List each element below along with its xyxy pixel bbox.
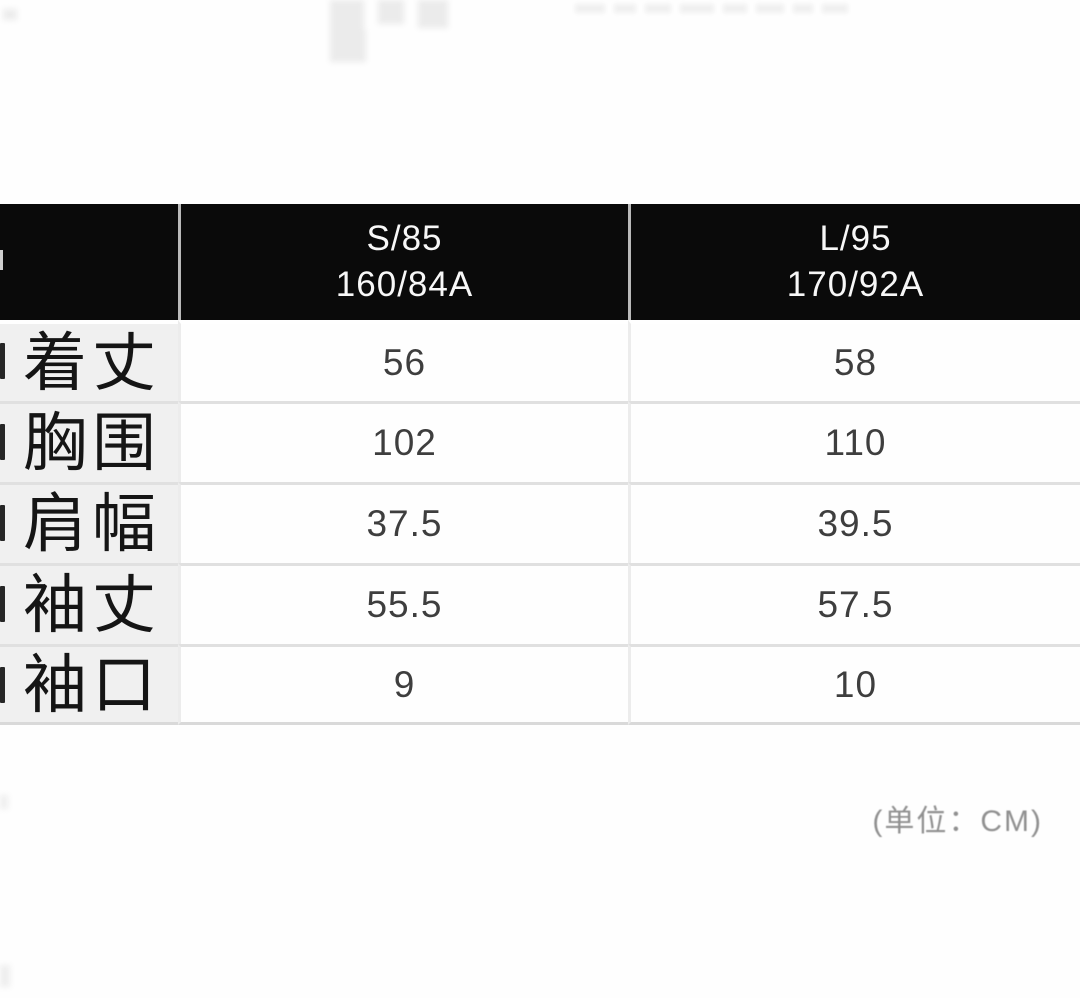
unit-note: (单位：CM) xyxy=(872,805,1043,838)
value-sleeve-length-s: 55.5 xyxy=(178,563,628,644)
cropped-glyph-sliver-header xyxy=(0,250,3,270)
size-spec-s: 160/84A xyxy=(335,265,474,304)
size-table-header-corner xyxy=(0,204,178,320)
cropped-glyph-sliver-row5 xyxy=(0,667,5,703)
row-label-sleeve-length: 袖丈 xyxy=(0,563,178,644)
size-table-header-s: S/85 160/84A xyxy=(178,204,628,320)
size-table: S/85 160/84A L/95 170/92A 着丈 56 58 胸围 10… xyxy=(0,204,1080,725)
value-bust-s: 102 xyxy=(178,401,628,482)
size-table-header-l: L/95 170/92A xyxy=(628,204,1080,320)
cropped-glyph-sliver-row2 xyxy=(0,424,5,460)
faded-watermark-line xyxy=(575,4,895,16)
value-cuff-l: 10 xyxy=(628,644,1080,725)
cropped-glyph-sliver-row1 xyxy=(0,343,5,379)
size-label-l: L/95 xyxy=(819,219,892,258)
value-bust-l: 110 xyxy=(628,401,1080,482)
faded-mark-bottom-left-2 xyxy=(0,965,10,987)
value-shoulder-width-s: 37.5 xyxy=(178,482,628,563)
row-label-cuff: 袖口 xyxy=(0,644,178,725)
size-spec-l: 170/92A xyxy=(786,265,925,304)
row-label-garment-length: 着丈 xyxy=(0,320,178,401)
faded-watermark-top xyxy=(330,0,510,62)
value-sleeve-length-l: 57.5 xyxy=(628,563,1080,644)
value-cuff-s: 9 xyxy=(178,644,628,725)
cropped-glyph-sliver-row4 xyxy=(0,586,5,622)
faded-mark-bottom-left-1 xyxy=(0,795,8,809)
row-label-shoulder-width: 肩幅 xyxy=(0,482,178,563)
value-shoulder-width-l: 39.5 xyxy=(628,482,1080,563)
row-label-bust: 胸围 xyxy=(0,401,178,482)
value-garment-length-l: 58 xyxy=(628,320,1080,401)
value-garment-length-s: 56 xyxy=(178,320,628,401)
size-label-s: S/85 xyxy=(366,219,443,258)
faded-mark-top-left xyxy=(3,9,17,20)
cropped-glyph-sliver-row3 xyxy=(0,505,5,541)
